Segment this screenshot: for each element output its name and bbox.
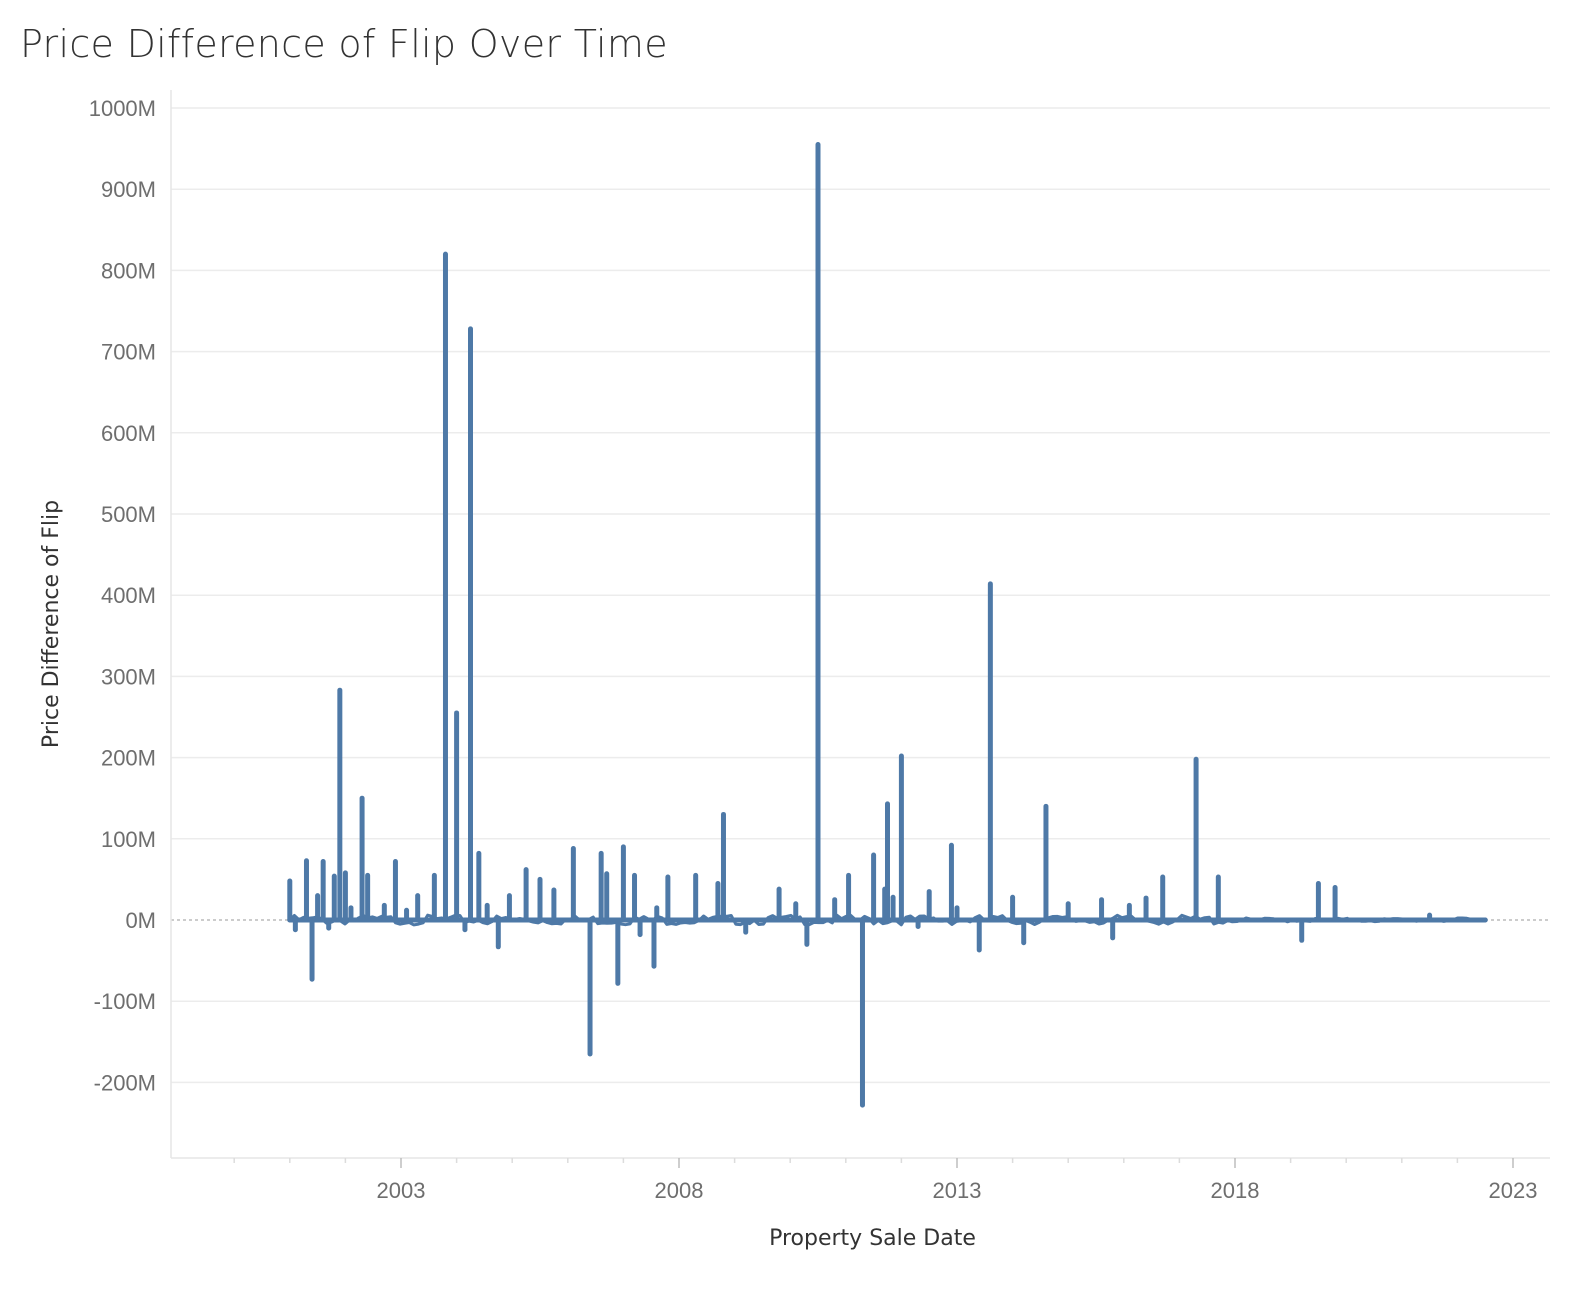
y-axis-label: Price Difference of Flip <box>39 500 64 748</box>
y-tick-label: 0M <box>125 908 156 933</box>
data-series <box>287 142 1488 1108</box>
y-tick-label: 900M <box>101 177 156 202</box>
x-axis-ticks: 2003 2008 2013 2018 2023 <box>377 1178 1538 1203</box>
y-tick-label: 100M <box>101 827 156 852</box>
y-tick-label: 400M <box>101 583 156 608</box>
x-tick-label: 2003 <box>377 1178 426 1203</box>
y-tick-label: 600M <box>101 421 156 446</box>
y-tick-label: 500M <box>101 502 156 527</box>
y-tick-label: 700M <box>101 340 156 365</box>
y-tick-label: -200M <box>94 1070 156 1095</box>
y-tick-label: 300M <box>101 664 156 689</box>
x-tick-label: 2008 <box>655 1178 704 1203</box>
x-tick-label: 2013 <box>933 1178 982 1203</box>
y-tick-label: 800M <box>101 258 156 283</box>
x-axis-label: Property Sale Date <box>769 1226 976 1251</box>
chart-title: Price Difference of Flip Over Time <box>20 22 668 66</box>
y-axis-ticks: 1000M 900M 800M 700M 600M 500M 400M 300M 200M 100… <box>89 96 156 1095</box>
x-tick-label: 2018 <box>1211 1178 1260 1203</box>
series-noise <box>288 913 1486 927</box>
y-tick-label: 1000M <box>89 96 156 121</box>
y-tick-label: 200M <box>101 746 156 771</box>
x-tick-label: 2023 <box>1489 1178 1538 1203</box>
y-tick-label: -100M <box>94 989 156 1014</box>
